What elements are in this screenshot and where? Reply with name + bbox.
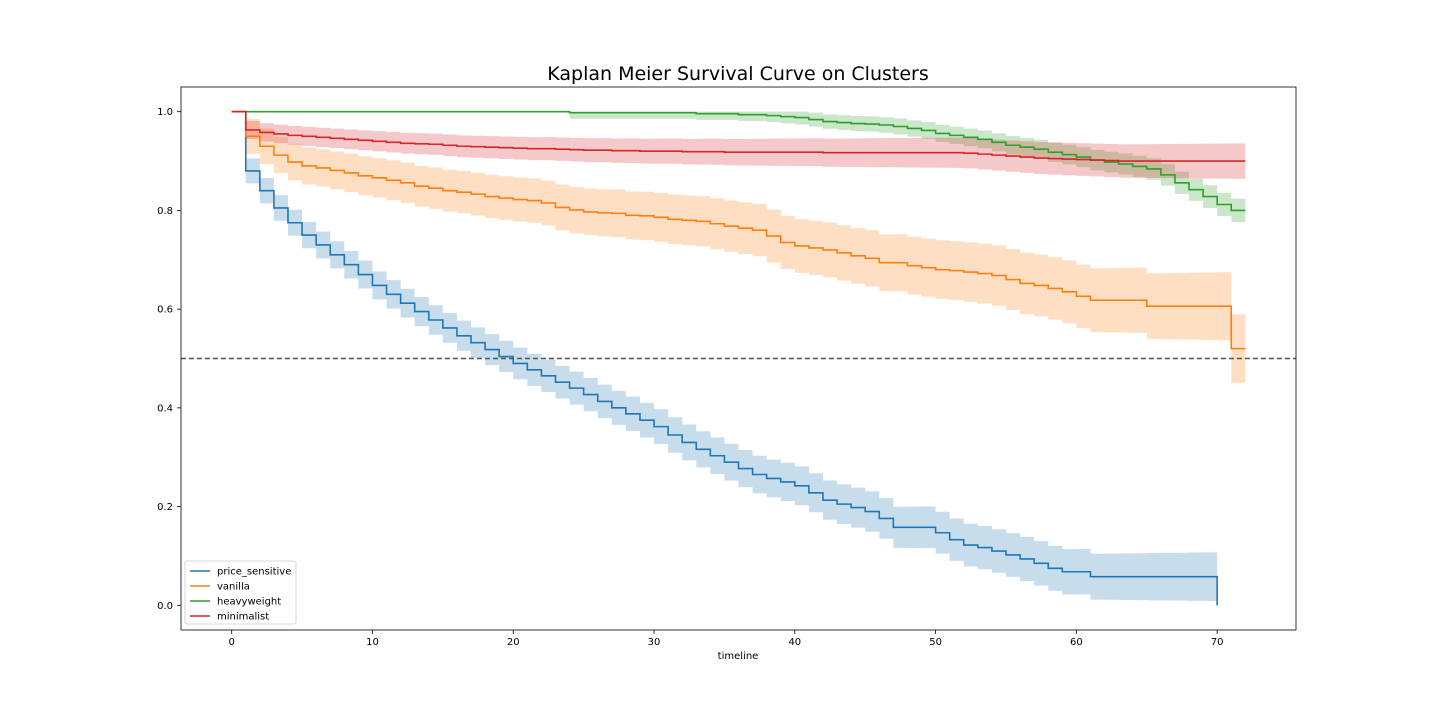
legend-label-heavyweight: heavyweight [217, 597, 281, 608]
legend-label-price_sensitive: price_sensitive [217, 567, 291, 578]
y-tick-label: 0.4 [157, 403, 173, 414]
y-tick-label: 1.0 [157, 107, 173, 118]
x-tick-label: 50 [929, 637, 942, 648]
y-tick-label: 0.2 [157, 502, 173, 513]
confidence-band-price_sensitive [231, 111, 1218, 606]
survival-line-heavyweight [231, 110, 1246, 212]
chart-title: Kaplan Meier Survival Curve on Clusters [547, 63, 929, 85]
survival-line-price_sensitive [231, 110, 1218, 606]
legend-label-vanilla: vanilla [217, 582, 250, 593]
plot-frame [180, 86, 1297, 631]
x-tick-label: 40 [788, 637, 801, 648]
survival-line-minimalist [231, 110, 1246, 162]
x-axis-label: timeline [718, 651, 759, 662]
y-tick-label: 0.8 [157, 206, 173, 217]
x-tick-label: 60 [1070, 637, 1083, 648]
legend-label-minimalist: minimalist [217, 612, 269, 623]
x-tick-label: 10 [366, 637, 379, 648]
confidence-band-minimalist [231, 111, 1246, 179]
x-tick-label: 20 [507, 637, 520, 648]
plot-area [181, 110, 1296, 606]
survival-line-vanilla [231, 110, 1246, 350]
axes: 0 10 20 30 40 50 60 70 0.0 0.2 0.4 0.6 0.8 1.0 [157, 86, 1297, 648]
x-tick-label: 70 [1211, 637, 1224, 648]
legend-box [184, 560, 297, 625]
confidence-band-vanilla [231, 111, 1246, 383]
y-tick-label: 0.6 [157, 305, 173, 316]
x-tick-label: 30 [648, 637, 661, 648]
y-tick-label: 0.0 [157, 601, 173, 612]
x-tick-label: 0 [228, 637, 234, 648]
